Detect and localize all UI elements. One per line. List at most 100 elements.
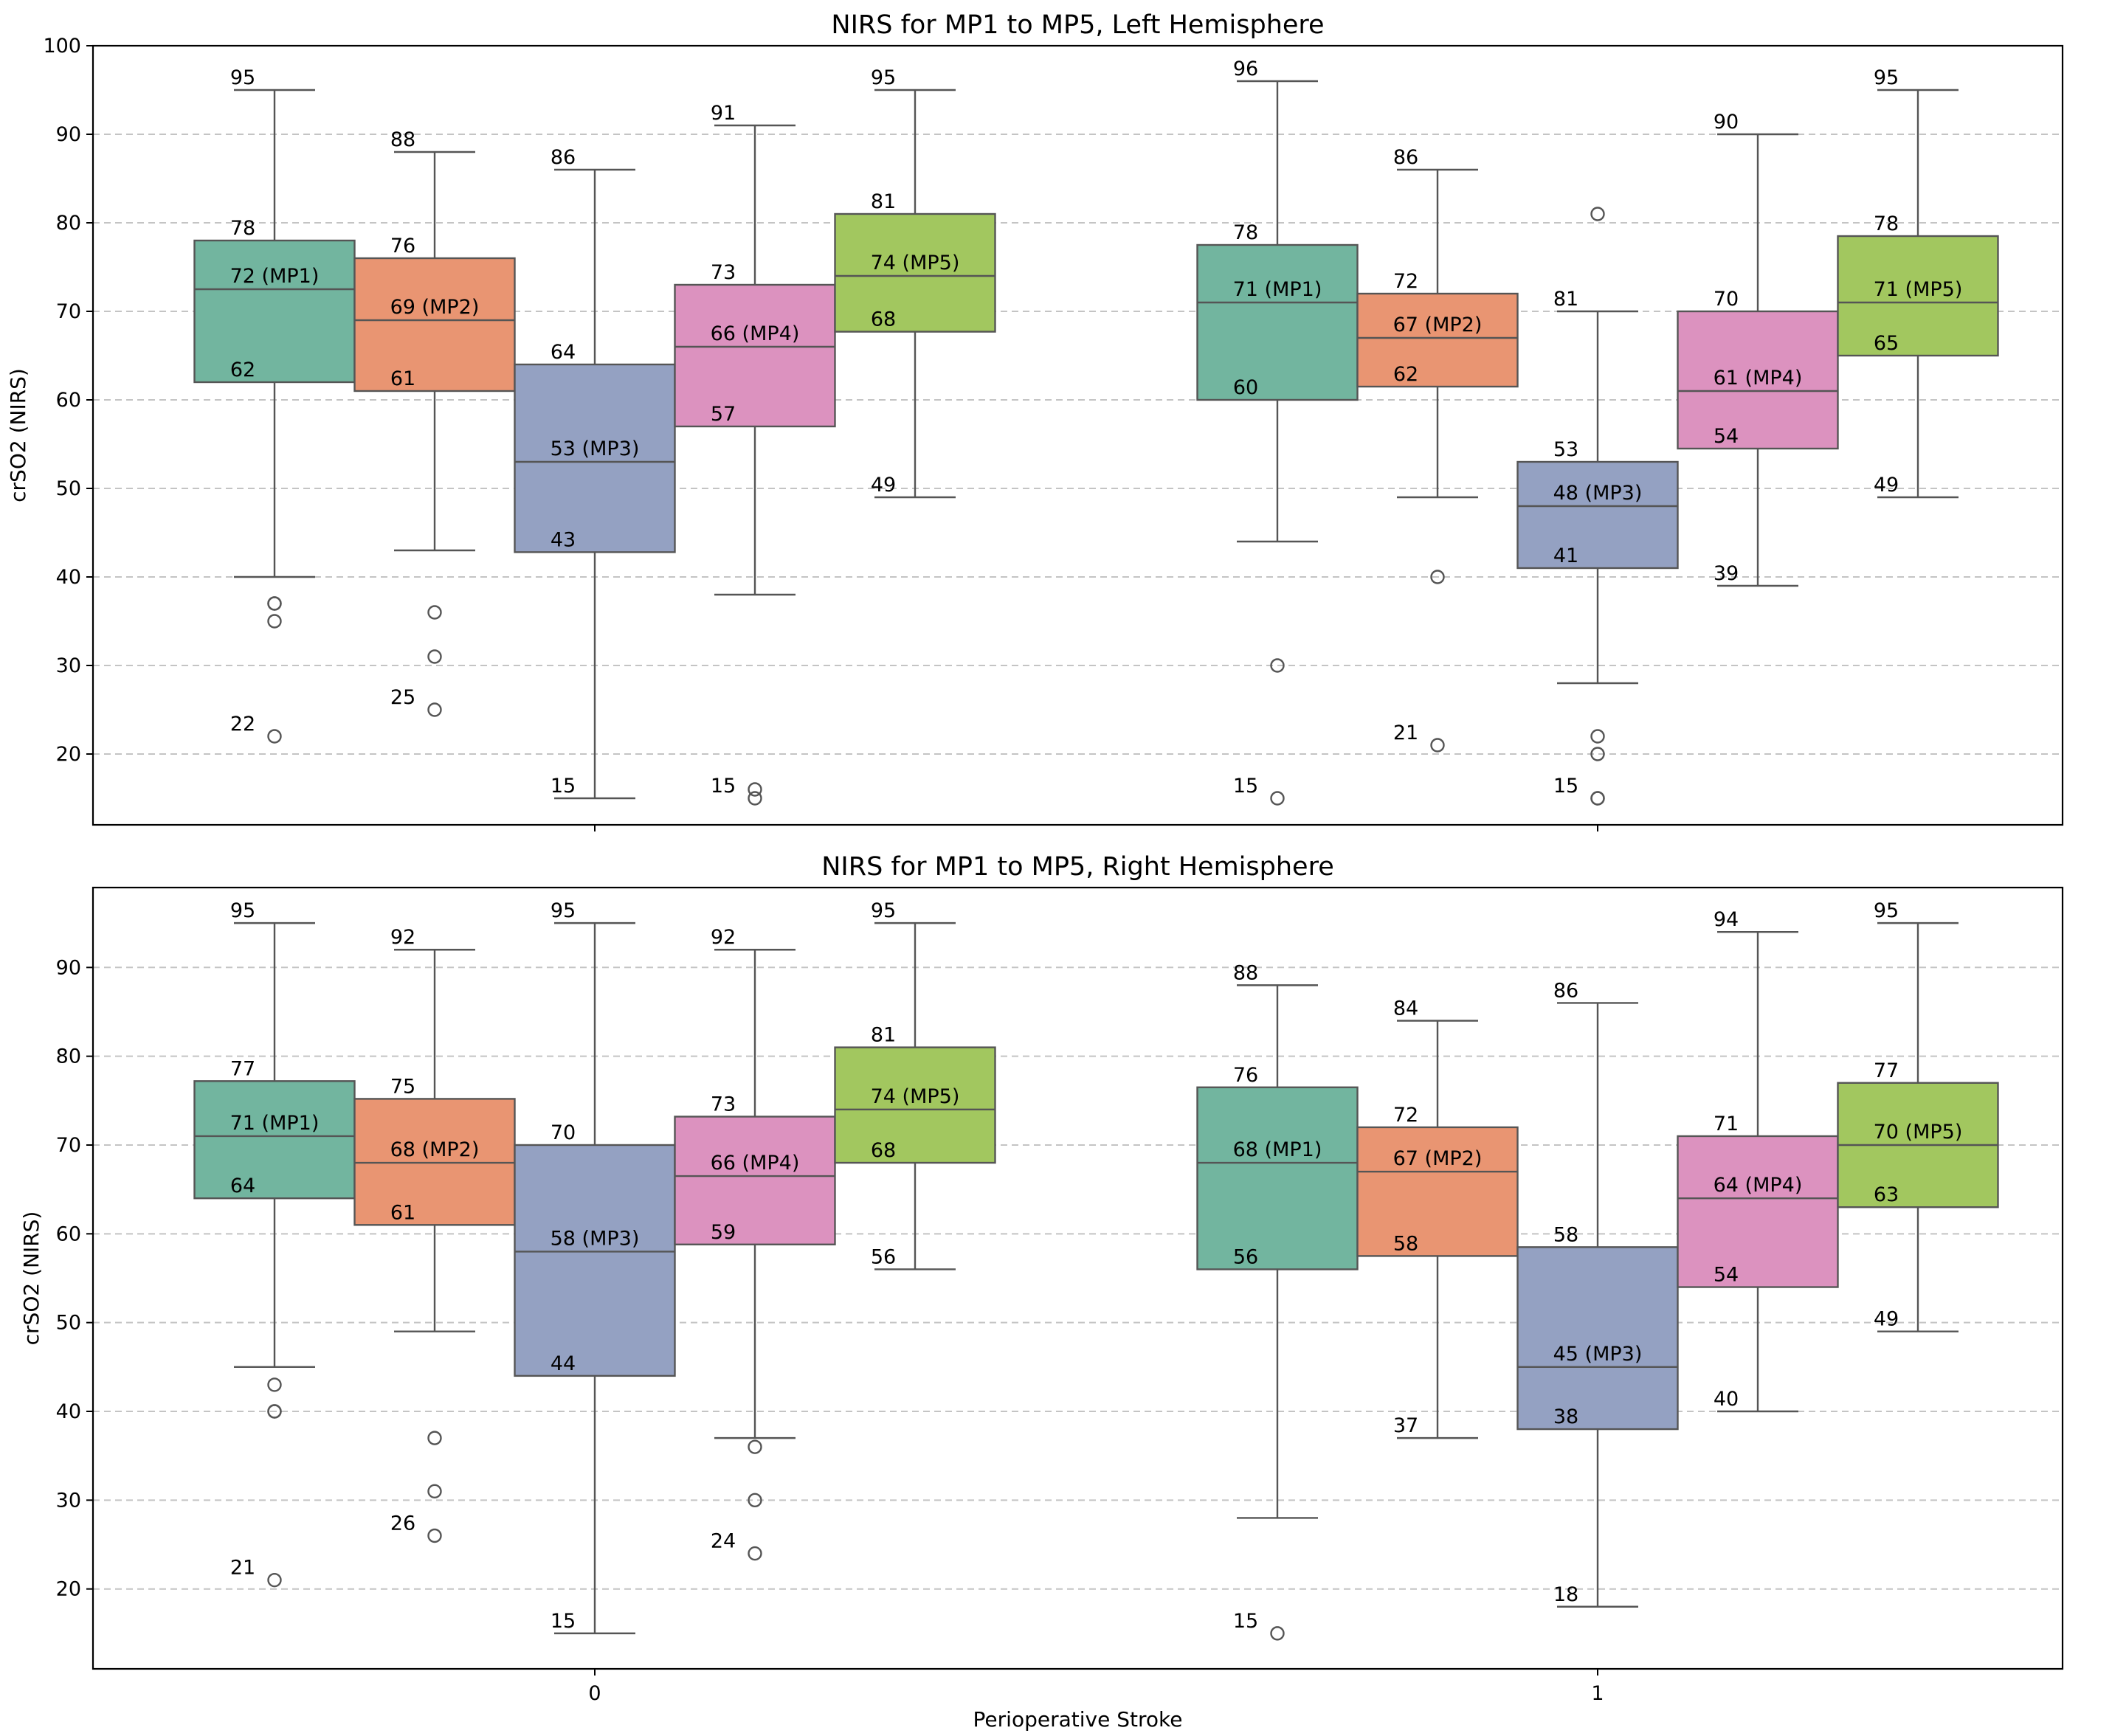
y-tick-label: 20 — [56, 1578, 81, 1601]
iqr-box — [1516, 460, 1679, 570]
q3-label: 72 — [1393, 1104, 1418, 1127]
q1-label: 54 — [1714, 1264, 1739, 1287]
box-mp2: 67 (MP2) 72 62 86 21 — [1356, 146, 1519, 753]
outlier-point — [748, 1439, 762, 1454]
q1-label: 61 — [390, 367, 415, 390]
y-tick-label: 90 — [56, 123, 81, 146]
y-tick-label: 50 — [56, 477, 81, 500]
median-label: 64 (MP4) — [1714, 1174, 1803, 1197]
min-label: 15 — [711, 775, 736, 798]
q1-label: 68 — [871, 308, 896, 331]
median-label: 71 (MP5) — [1874, 278, 1963, 301]
box-mp3: 58 (MP3) 70 44 95 15 — [514, 899, 676, 1635]
iqr-box — [353, 1098, 516, 1226]
y-tick-label: 80 — [56, 212, 81, 235]
median-label: 74 (MP5) — [871, 1085, 960, 1108]
median-label: 67 (MP2) — [1393, 314, 1483, 336]
outlier-point — [1590, 729, 1605, 744]
y-tick-label: 40 — [56, 566, 81, 589]
q1-label: 61 — [390, 1201, 415, 1224]
iqr-box — [834, 212, 996, 333]
iqr-box — [1516, 1246, 1679, 1431]
median-label: 68 (MP2) — [390, 1138, 480, 1161]
outlier-point — [427, 649, 442, 664]
min-label: 25 — [390, 686, 415, 709]
outlier-point — [1430, 738, 1445, 753]
q1-label: 60 — [1233, 376, 1258, 399]
iqr-box — [1356, 1126, 1519, 1257]
box-mp1: 71 (MP1) 78 60 96 15 — [1196, 58, 1359, 806]
y-tick-label: 20 — [56, 743, 81, 766]
outlier-point — [267, 614, 282, 629]
iqr-box — [1196, 243, 1359, 401]
box-mp4: 64 (MP4) 71 54 94 40 — [1677, 908, 1839, 1413]
median-label: 53 (MP3) — [551, 438, 640, 460]
median-label: 71 (MP1) — [1233, 278, 1322, 301]
q1-label: 62 — [1393, 363, 1418, 386]
max-label: 86 — [1553, 979, 1578, 1002]
box-mp4: 66 (MP4) 73 57 91 15 — [674, 102, 836, 806]
q3-label: 53 — [1553, 438, 1578, 461]
outlier-point — [1590, 791, 1605, 806]
q1-label: 58 — [1393, 1232, 1418, 1255]
max-label: 95 — [871, 66, 896, 89]
y-tick-label: 70 — [56, 300, 81, 323]
outlier-point — [748, 1493, 762, 1508]
max-label: 95 — [1874, 66, 1899, 89]
median-label: 66 (MP4) — [711, 1152, 800, 1175]
median-label: 72 (MP1) — [230, 265, 320, 288]
max-label: 88 — [390, 128, 415, 151]
y-tick-label: 100 — [43, 35, 81, 58]
outlier-point — [1270, 791, 1285, 806]
y-tick-label: 60 — [56, 1223, 81, 1245]
outlier-point — [748, 782, 762, 797]
min-label: 21 — [230, 1557, 255, 1580]
iqr-box — [1677, 1135, 1839, 1288]
q3-label: 70 — [1714, 288, 1739, 311]
min-label: 15 — [1553, 775, 1578, 798]
box-mp4: 66 (MP4) 73 59 92 24 — [674, 926, 836, 1561]
q1-label: 44 — [551, 1352, 576, 1375]
min-label: 49 — [871, 474, 896, 497]
q3-label: 78 — [230, 217, 255, 240]
box-mp2: 69 (MP2) 76 61 88 25 — [353, 128, 516, 717]
box-mp5: 74 (MP5) 81 68 95 56 — [834, 899, 996, 1270]
outlier-point — [427, 1431, 442, 1445]
y-tick-label: 30 — [56, 654, 81, 677]
x-tick-label: 1 — [1591, 1682, 1604, 1705]
q3-label: 78 — [1233, 221, 1258, 244]
q3-label: 81 — [871, 190, 896, 213]
min-label: 56 — [871, 1245, 896, 1268]
chart-title: NIRS for MP1 to MP5, Left Hemisphere — [831, 10, 1324, 40]
q1-label: 65 — [1874, 332, 1899, 355]
min-label: 40 — [1714, 1388, 1739, 1411]
max-label: 86 — [1393, 146, 1418, 169]
q3-label: 77 — [1874, 1059, 1899, 1082]
q3-label: 76 — [390, 235, 415, 257]
iqr-box — [674, 283, 836, 428]
q1-label: 38 — [1553, 1405, 1578, 1428]
y-tick-label: 60 — [56, 389, 81, 412]
min-label: 39 — [1714, 562, 1739, 585]
panel-right-hemisphere: 20 30 40 50 60 70 80 90 71 (MP1) 77 64 95 21 68 (MP2)… — [19, 852, 2064, 1732]
iqr-box — [514, 363, 676, 553]
group-0: 72 (MP1) 78 62 95 22 69 (MP2) 76 61 88 25 53 (MP3)… — [193, 66, 996, 806]
outlier-point — [267, 1572, 282, 1588]
group-1: 68 (MP1) 76 56 88 15 67 (MP2) 72 58 84 37 45 (MP3)… — [1196, 899, 1999, 1641]
y-tick-label: 40 — [56, 1400, 81, 1423]
iqr-box — [834, 1046, 996, 1164]
y-axis-label: crSO2 (NIRS) — [19, 1211, 44, 1346]
outlier-point — [1270, 658, 1285, 673]
box-mp5: 71 (MP5) 78 65 95 49 — [1837, 66, 1999, 499]
x-tick-label: 0 — [588, 1682, 601, 1705]
max-label: 95 — [230, 66, 255, 89]
q1-label: 41 — [1553, 544, 1578, 567]
plot-frame — [92, 886, 2064, 1670]
outlier-point — [427, 605, 442, 620]
min-label: 15 — [1233, 775, 1258, 798]
box-mp2: 68 (MP2) 75 61 92 26 — [353, 926, 516, 1543]
q3-label: 77 — [230, 1057, 255, 1080]
q1-label: 57 — [711, 403, 736, 426]
min-label: 21 — [1393, 722, 1418, 744]
